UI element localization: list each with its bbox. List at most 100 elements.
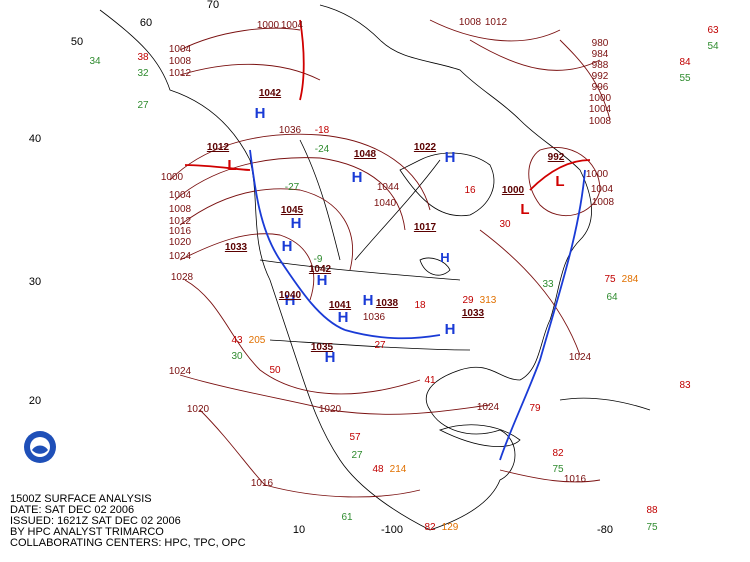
grid-label: 20 bbox=[29, 395, 41, 407]
pressure-value: 1012 bbox=[207, 142, 230, 153]
isobar-label: 1004 bbox=[169, 190, 192, 201]
grid-label: -100 bbox=[381, 524, 403, 536]
pressure-value: 1000 bbox=[502, 185, 525, 196]
isobar-label: 988 bbox=[592, 60, 609, 71]
station-value: 88 bbox=[646, 505, 658, 516]
isobar-label: 1024 bbox=[569, 352, 592, 363]
isobar-label: 1012 bbox=[485, 17, 508, 28]
isobar-label: 1000 bbox=[257, 20, 280, 31]
caption: 1500Z SURFACE ANALYSIS DATE: SAT DEC 02 … bbox=[10, 494, 246, 549]
isobar-label: 1004 bbox=[589, 104, 612, 115]
station-value: 27 bbox=[374, 340, 386, 351]
isobar-label: 1012 bbox=[169, 216, 192, 227]
station-value: 205 bbox=[249, 335, 266, 346]
pressure-symbol: H bbox=[338, 309, 349, 326]
station-value: 30 bbox=[499, 219, 511, 230]
station-value: 50 bbox=[269, 365, 281, 376]
isobar-label: 1004 bbox=[591, 184, 614, 195]
pressure-symbol: H bbox=[440, 250, 449, 265]
station-value: 29 bbox=[462, 295, 474, 306]
coastlines bbox=[99, 4, 651, 531]
grid-label: -80 bbox=[597, 524, 613, 536]
station-value: 75 bbox=[552, 464, 564, 475]
station-value: 16 bbox=[464, 185, 476, 196]
station-value: -24 bbox=[315, 144, 330, 155]
isobar-label: 1004 bbox=[169, 44, 192, 55]
caption-line: DATE: SAT DEC 02 2006 bbox=[10, 504, 135, 516]
isobar-label: 1020 bbox=[319, 404, 342, 415]
station-value: 43 bbox=[231, 335, 243, 346]
isobar-label: 996 bbox=[592, 82, 609, 93]
logo-bird bbox=[32, 445, 48, 454]
pressure-symbol: L bbox=[227, 157, 236, 174]
isobar-label: 1012 bbox=[169, 68, 192, 79]
pressure-symbol: H bbox=[363, 292, 374, 309]
isobar-label: 1028 bbox=[171, 272, 194, 283]
station-value: 18 bbox=[414, 300, 426, 311]
isobar-label: 1044 bbox=[377, 182, 400, 193]
pressure-value: 1033 bbox=[462, 308, 485, 319]
pressure-symbol: H bbox=[291, 215, 302, 232]
station-value: 41 bbox=[424, 375, 436, 386]
station-value: 284 bbox=[622, 274, 639, 285]
isobar-label: 992 bbox=[592, 71, 609, 82]
pressure-symbol: H bbox=[317, 272, 328, 289]
station-value: 129 bbox=[442, 522, 459, 533]
grid-label: 10 bbox=[293, 524, 305, 536]
caption-line: COLLABORATING CENTERS: HPC, TPC, OPC bbox=[10, 537, 246, 549]
pressure-value: 1045 bbox=[281, 205, 304, 216]
station-value: 75 bbox=[604, 274, 616, 285]
station-value: 30 bbox=[231, 351, 243, 362]
station-value: 38 bbox=[137, 52, 149, 63]
station-value: -18 bbox=[315, 125, 330, 136]
isobars bbox=[169, 19, 611, 498]
station-value: 55 bbox=[679, 73, 691, 84]
station-value: 27 bbox=[137, 100, 149, 111]
pressure-symbol: H bbox=[445, 149, 456, 166]
grid-label: 60 bbox=[140, 17, 152, 29]
station-value: 313 bbox=[480, 295, 497, 306]
pressure-value: 1041 bbox=[329, 300, 352, 311]
station-value: 79 bbox=[529, 403, 541, 414]
pressure-symbol: H bbox=[352, 169, 363, 186]
station-value: 27 bbox=[351, 450, 363, 461]
station-value: 64 bbox=[606, 292, 618, 303]
grid-label: 50 bbox=[71, 36, 83, 48]
station-value: 63 bbox=[707, 25, 719, 36]
isobar-label: 1016 bbox=[564, 474, 587, 485]
isobar-label: 1024 bbox=[169, 251, 192, 262]
pressure-value: 1017 bbox=[414, 222, 437, 233]
station-value: 82 bbox=[424, 522, 436, 533]
pressure-value: 992 bbox=[548, 152, 565, 163]
station-value: 57 bbox=[349, 432, 361, 443]
pressure-symbol: L bbox=[555, 173, 564, 190]
isobar-label: 1024 bbox=[169, 366, 192, 377]
pressure-symbol: H bbox=[325, 349, 336, 366]
station-value: 214 bbox=[390, 464, 407, 475]
station-value: -27 bbox=[285, 182, 300, 193]
station-value: 48 bbox=[372, 464, 384, 475]
isobar-label: 1000 bbox=[589, 93, 612, 104]
isobar-label: 984 bbox=[592, 49, 609, 60]
isobar-label: 1008 bbox=[459, 17, 482, 28]
isobar-label: 1008 bbox=[169, 204, 192, 215]
isobar-label: 1016 bbox=[169, 226, 192, 237]
isobar-label: 1040 bbox=[374, 198, 397, 209]
isobar-label: 1036 bbox=[363, 312, 386, 323]
station-value: 61 bbox=[341, 512, 353, 523]
isobar-label: 1008 bbox=[589, 116, 612, 127]
pressure-symbol: H bbox=[445, 321, 456, 338]
pressure-value: 1042 bbox=[309, 264, 332, 275]
pressure-symbol: L bbox=[520, 201, 529, 218]
isobar-label: 1000 bbox=[586, 169, 609, 180]
pressure-value: 1035 bbox=[311, 342, 334, 353]
isobar-label: 1016 bbox=[251, 478, 274, 489]
station-value: 34 bbox=[89, 56, 101, 67]
isobar-label: 1020 bbox=[169, 237, 192, 248]
station-value: 75 bbox=[646, 522, 658, 533]
station-value: 83 bbox=[679, 380, 691, 391]
caption-line: ISSUED: 1621Z SAT DEC 02 2006 bbox=[10, 515, 181, 527]
isobar-label: 1004 bbox=[281, 20, 304, 31]
